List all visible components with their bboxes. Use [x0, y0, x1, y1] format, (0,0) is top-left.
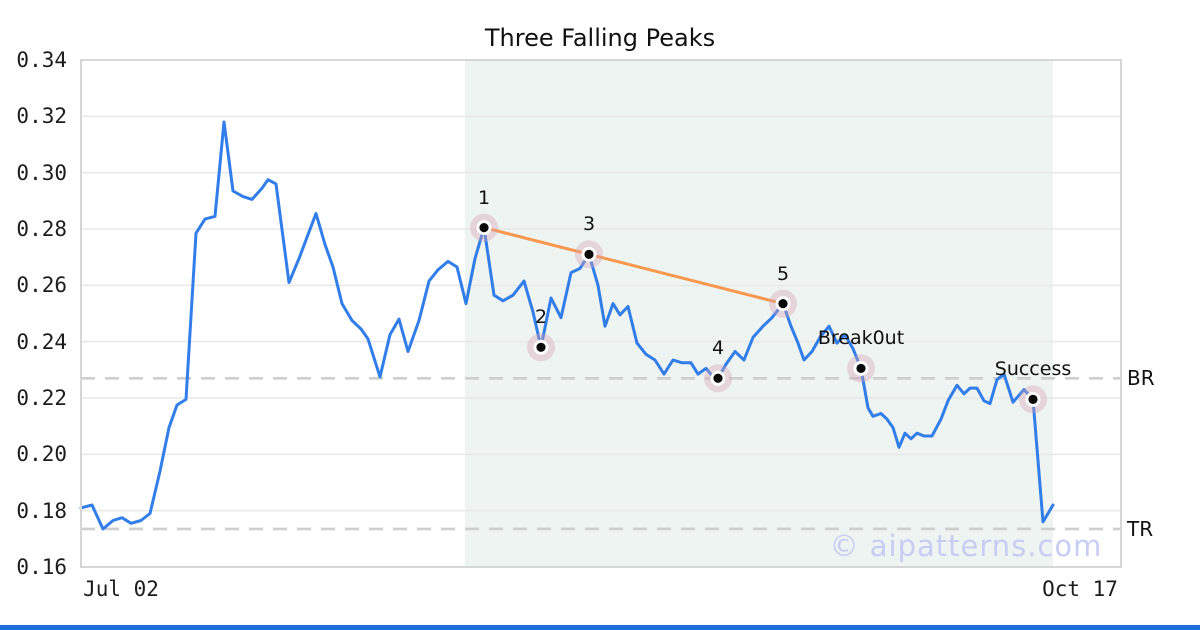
trendline	[482, 226, 785, 306]
marker-dot	[856, 363, 866, 374]
marker-label: Success	[994, 358, 1072, 381]
watermark: © aipatterns.com	[829, 529, 1103, 563]
y-tick-label: 0.32	[16, 104, 67, 129]
y-tick-label: 0.34	[16, 48, 67, 72]
y-tick-label: 0.30	[16, 160, 67, 185]
y-tick-label: 0.28	[16, 217, 67, 241]
y-tick-label: 0.22	[16, 386, 67, 410]
marker-label: Break0ut	[817, 327, 905, 350]
bottom-accent-bar	[0, 625, 1200, 630]
x-tick-label: Jul 02	[83, 577, 159, 601]
y-tick-label: 0.20	[16, 442, 67, 467]
x-tick-label: Oct 17	[1042, 577, 1118, 601]
chart-title: Three Falling Peaks	[484, 24, 716, 52]
pattern-shaded-region	[465, 61, 1053, 566]
y-tick-label: 0.24	[16, 329, 67, 354]
plot-border	[80, 59, 1122, 568]
marker-dot	[1028, 394, 1038, 405]
marker-dot	[778, 299, 788, 309]
level-label-br: BR	[1127, 366, 1155, 391]
y-tick-label: 0.16	[16, 555, 67, 579]
level-label-tr: TR	[1127, 516, 1154, 541]
marker-label: 2	[534, 306, 548, 329]
marker-label: 4	[711, 337, 725, 360]
marker-dot	[479, 222, 489, 233]
y-tick-label: 0.18	[16, 498, 67, 523]
marker-dot	[713, 373, 723, 383]
marker-dot	[584, 249, 594, 259]
marker-label: 5	[776, 262, 790, 285]
marker-label: 3	[582, 213, 596, 236]
marker-dot	[536, 342, 546, 352]
price-line	[79, 120, 1055, 531]
y-tick-label: 0.26	[16, 273, 67, 298]
marker-label: 1	[477, 186, 491, 209]
